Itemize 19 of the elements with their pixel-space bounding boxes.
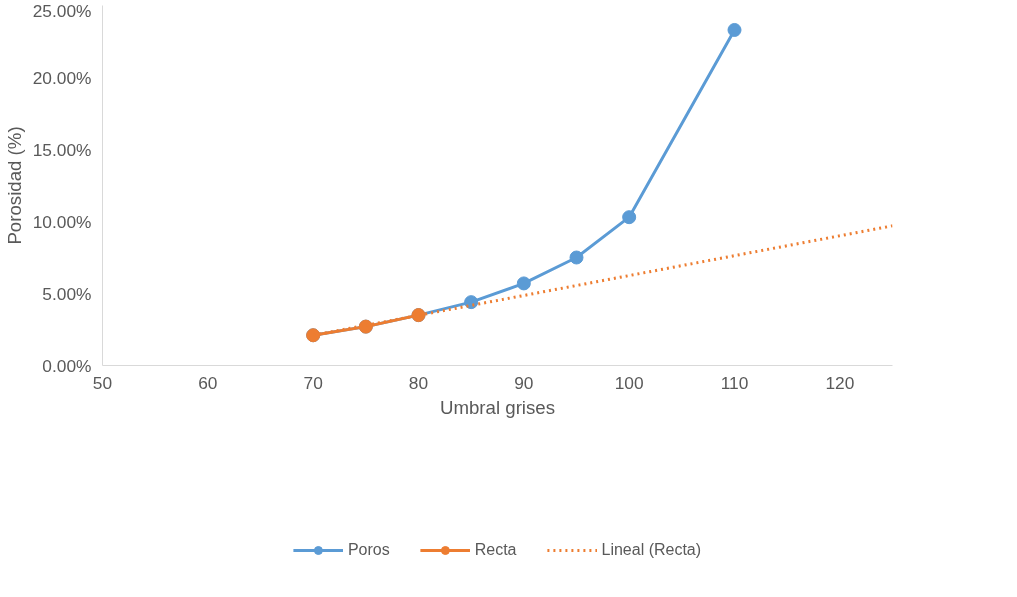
y-tick-label: 10.00% [32, 211, 92, 232]
y-tick-label: 20.00% [32, 67, 92, 88]
y-tick-label: 5.00% [42, 283, 92, 304]
legend-label: Lineal (Recta) [601, 540, 702, 560]
legend-label: Poros [347, 540, 390, 560]
y-axis-title: Porosidad (%) [3, 126, 25, 245]
x-tick-label: 120 [825, 372, 855, 393]
y-tick-label: 0.00% [42, 355, 92, 376]
x-tick-label: 80 [408, 372, 429, 393]
y-tick-label: 25.00% [32, 0, 92, 21]
x-tick-label: 110 [720, 372, 749, 393]
x-tick-label: 100 [614, 372, 644, 393]
x-tick-label: 70 [303, 372, 323, 393]
legend-label: Recta [474, 540, 517, 560]
x-tick-label: 90 [514, 372, 534, 393]
y-tick-label: 15.00% [32, 139, 92, 160]
x-tick-label: 60 [198, 372, 218, 393]
x-axis-title: Umbral grises [439, 396, 556, 418]
x-tick-label: 50 [92, 372, 113, 393]
